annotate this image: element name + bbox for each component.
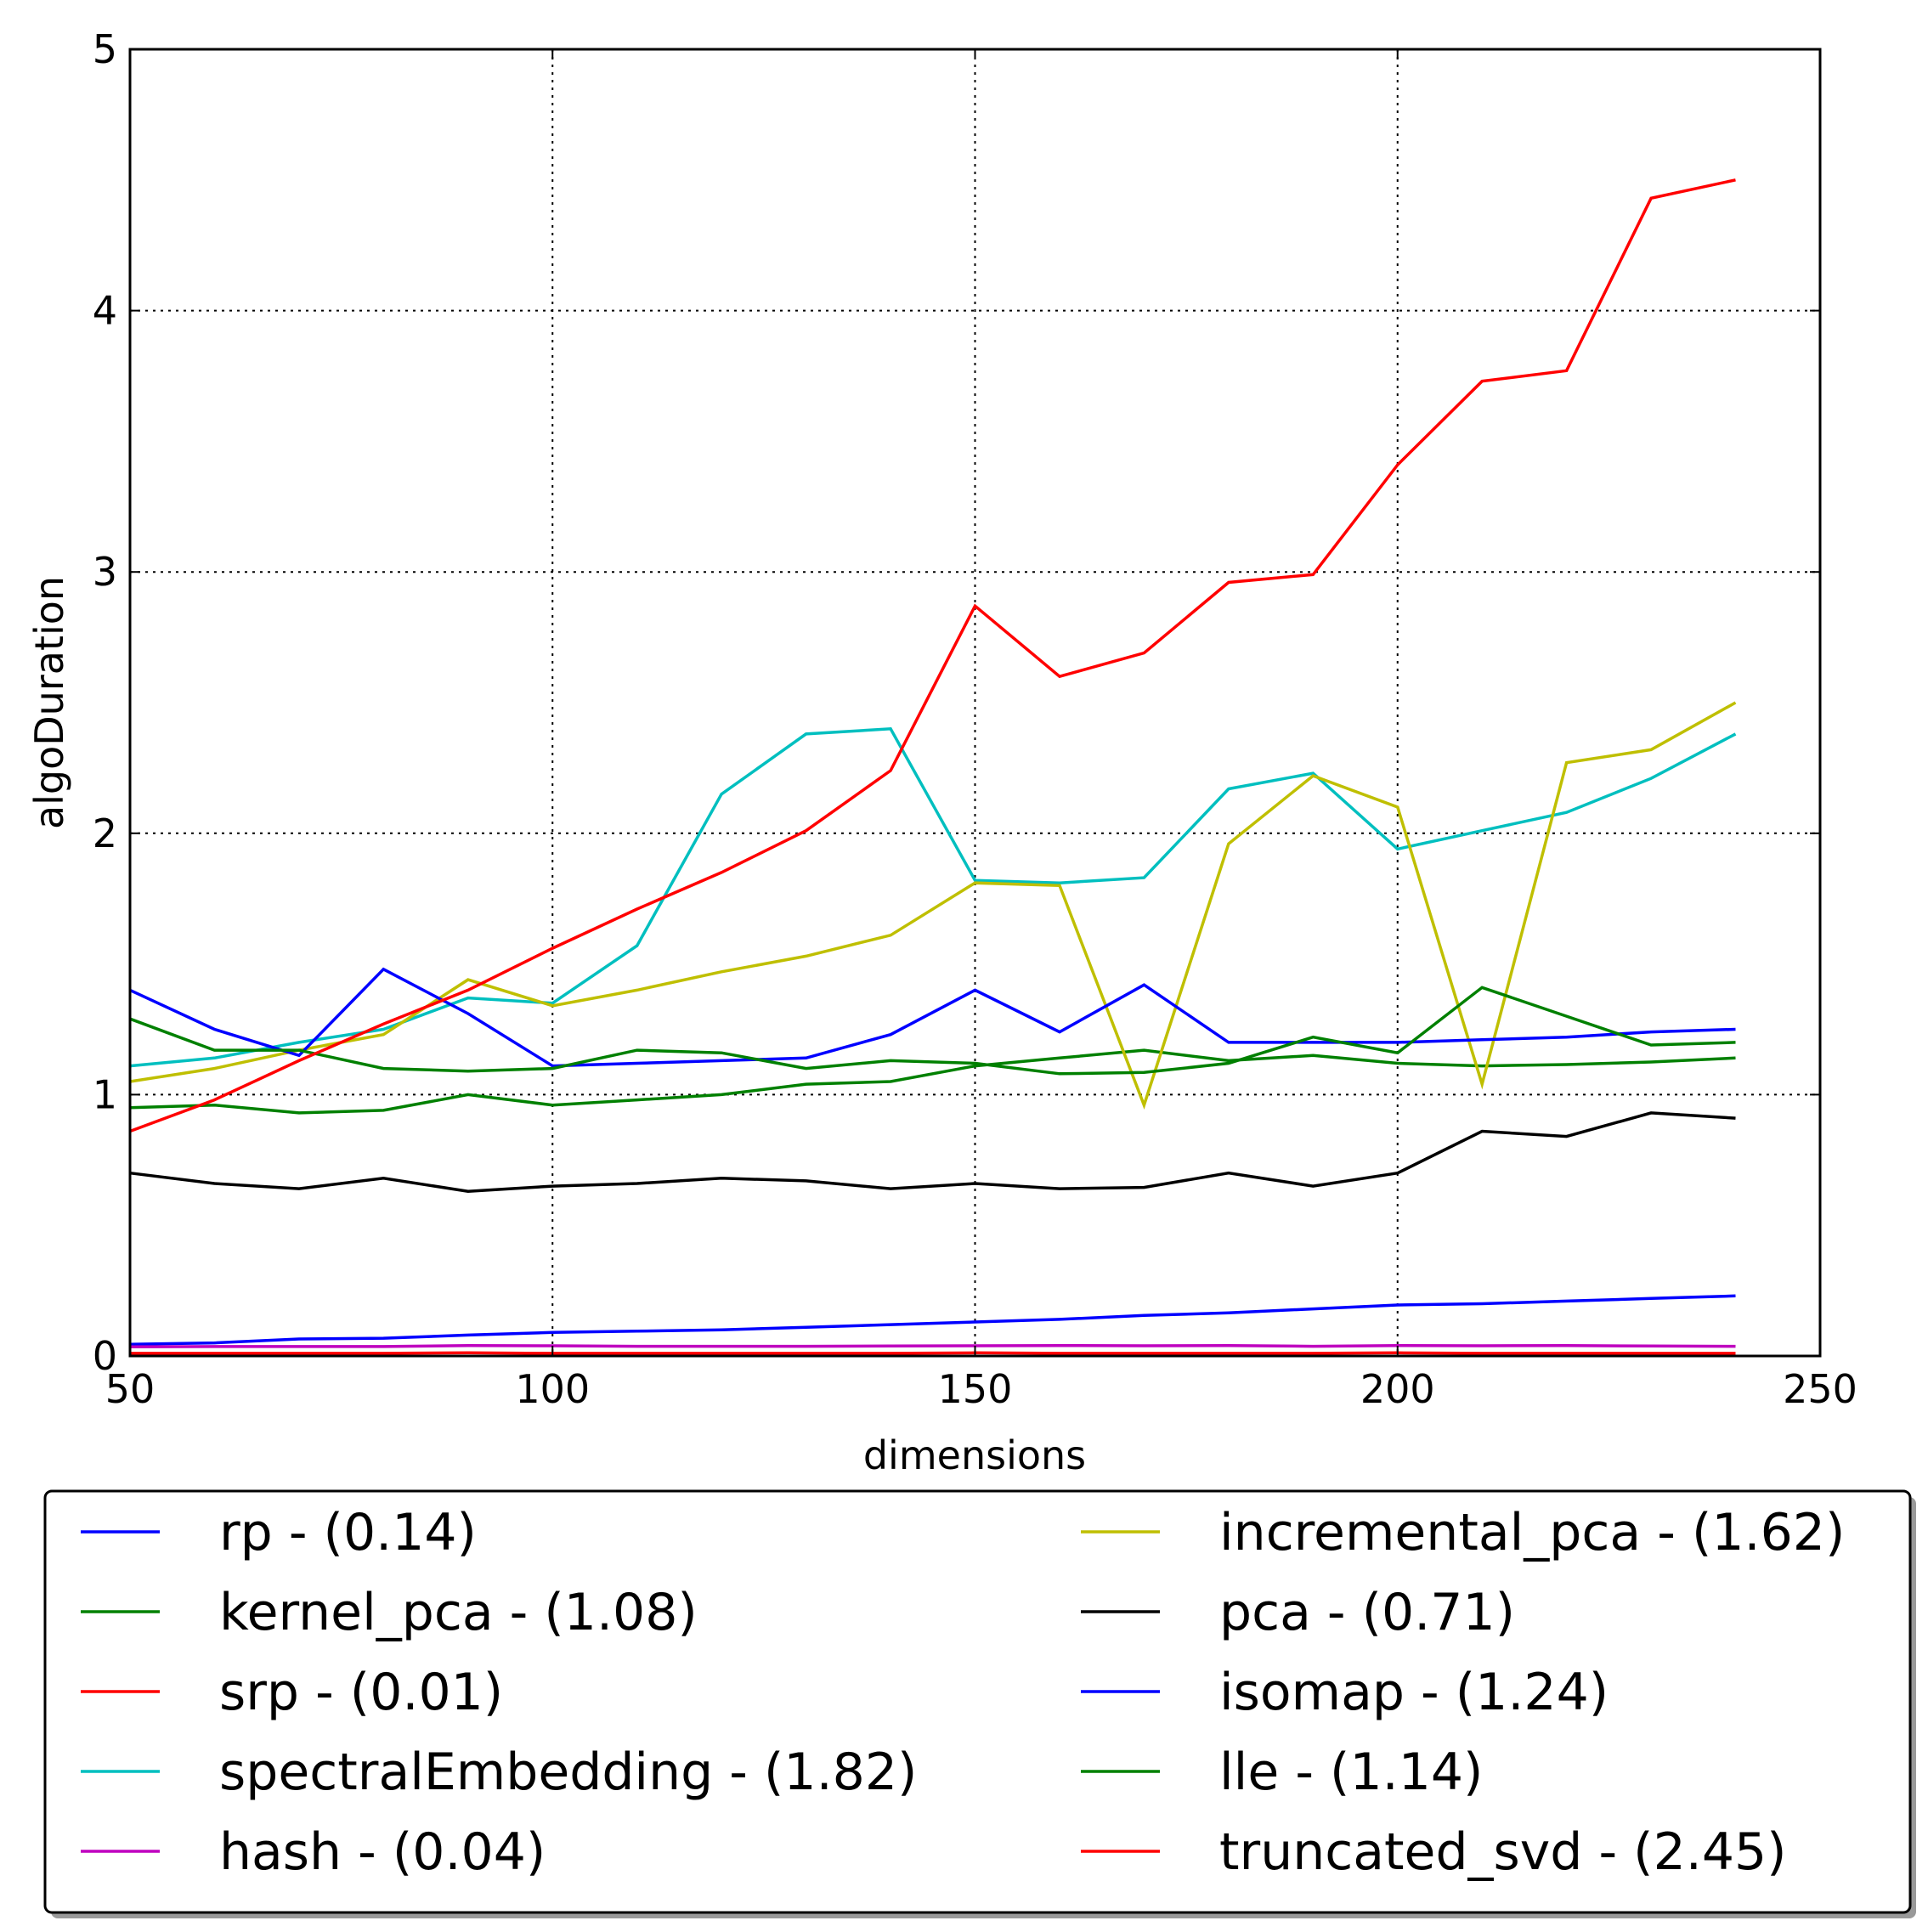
y-tick-label: 3 xyxy=(93,549,117,595)
series-line-8 xyxy=(129,986,1736,1076)
y-tick-label: 2 xyxy=(93,811,117,856)
legend-label: rp - (0.14) xyxy=(219,1503,477,1562)
legend: rp - (0.14) kernel_pca - (1.08) srp - (0.0… xyxy=(43,1489,1916,1918)
legend-label: truncated_svd - (2.45) xyxy=(1219,1822,1787,1882)
legend-label: lle - (1.14) xyxy=(1219,1743,1483,1802)
x-tick-label: 250 xyxy=(1783,1366,1857,1412)
y-tick-label: 5 xyxy=(93,26,117,72)
legend-label: srp - (0.01) xyxy=(219,1663,503,1722)
legend-label: kernel_pca - (1.08) xyxy=(219,1583,698,1642)
legend-label: isomap - (1.24) xyxy=(1219,1663,1609,1722)
series-layer xyxy=(129,178,1737,1355)
legend-items: rp - (0.14) kernel_pca - (1.08) srp - (0.0… xyxy=(81,1503,1845,1882)
legend-label: spectralEmbedding - (1.82) xyxy=(219,1743,917,1802)
legend-label: hash - (0.04) xyxy=(219,1822,546,1882)
x-tick-label: 200 xyxy=(1360,1366,1435,1412)
series-line-0 xyxy=(129,1294,1736,1346)
legend-label: incremental_pca - (1.62) xyxy=(1219,1503,1845,1562)
legend-box xyxy=(43,1489,1912,1914)
y-tick-label: 0 xyxy=(93,1333,117,1379)
series-line-7 xyxy=(129,967,1736,1068)
series-line-5 xyxy=(129,701,1737,1110)
series-line-9 xyxy=(129,178,1736,1133)
x-axis-label: dimensions xyxy=(863,1432,1086,1478)
series-line-3 xyxy=(129,726,1737,1068)
y-tick-label: 4 xyxy=(93,288,117,334)
x-tick-label: 100 xyxy=(515,1366,590,1412)
series-line-6 xyxy=(129,1111,1736,1193)
grid-lines xyxy=(130,49,1820,1356)
y-tick-label: 1 xyxy=(93,1071,117,1117)
x-tick-label: 150 xyxy=(938,1366,1013,1412)
series-line-4 xyxy=(129,1343,1736,1348)
series-line-1 xyxy=(129,1048,1736,1115)
axis-ticks: 50 100 150 200 250 0 1 2 3 4 5 xyxy=(93,26,1857,1412)
legend-label: pca - (0.71) xyxy=(1219,1583,1515,1642)
y-axis-label: algoDuration xyxy=(26,576,72,829)
x-tick-label: 50 xyxy=(105,1366,155,1412)
